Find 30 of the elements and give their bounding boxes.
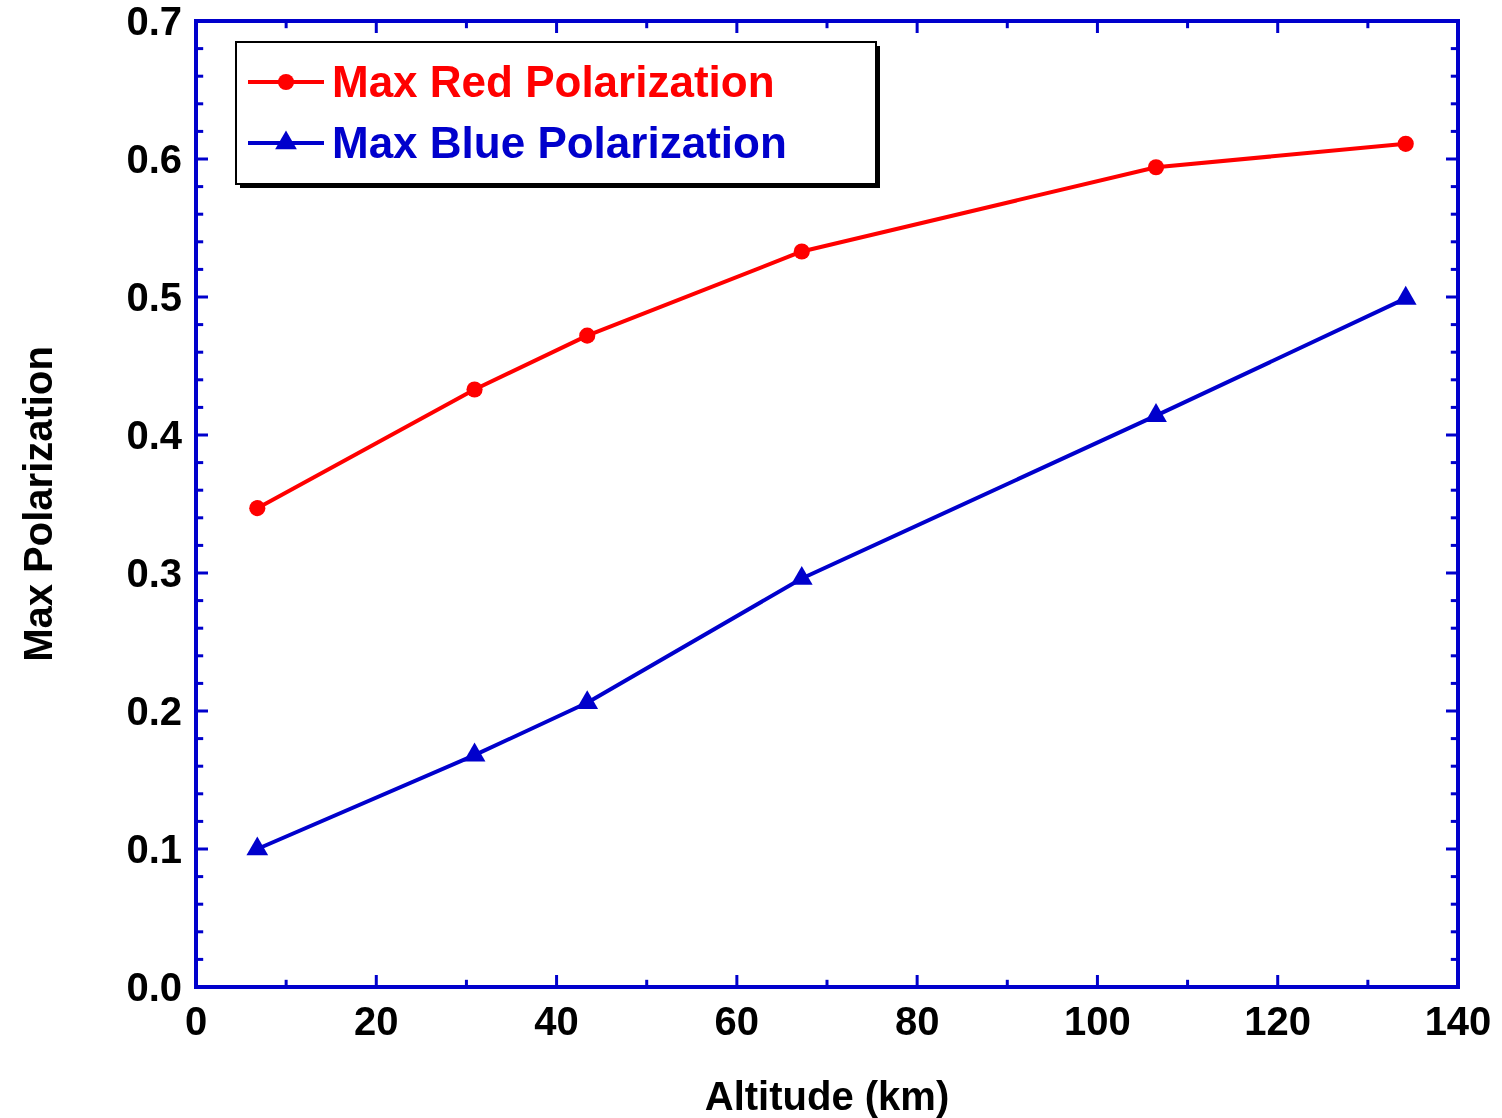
y-tick-label: 0.3 bbox=[126, 551, 182, 595]
x-tick-label: 80 bbox=[894, 999, 940, 1043]
x-tick-label: 20 bbox=[354, 999, 399, 1043]
x-tick-label: 100 bbox=[1064, 999, 1131, 1043]
legend-label: Max Blue Polarization bbox=[332, 118, 787, 168]
y-tick-label: 0.5 bbox=[126, 275, 182, 319]
y-tick-label: 0.1 bbox=[126, 827, 182, 871]
y-axis-title: Max Polarization bbox=[16, 346, 60, 662]
x-axis-title: Altitude (km) bbox=[704, 1074, 950, 1118]
x-tick-label: 0 bbox=[184, 999, 208, 1043]
point bbox=[579, 327, 596, 344]
x-tick-label: 60 bbox=[714, 999, 760, 1043]
point bbox=[1147, 159, 1165, 176]
point bbox=[793, 243, 810, 260]
x-tick-label: 40 bbox=[534, 999, 579, 1043]
x-tick-label: 140 bbox=[1424, 999, 1492, 1043]
point bbox=[790, 565, 813, 585]
x-tick-label: 120 bbox=[1244, 999, 1312, 1043]
point bbox=[576, 690, 599, 709]
point bbox=[246, 836, 269, 856]
point bbox=[463, 742, 486, 762]
y-tick-label: 0.0 bbox=[126, 965, 182, 1009]
y-tick-label: 0.2 bbox=[126, 689, 182, 733]
point bbox=[1145, 403, 1167, 422]
y-tick-label: 0.4 bbox=[126, 413, 183, 457]
point bbox=[466, 381, 483, 398]
y-tick-label: 0.7 bbox=[126, 0, 182, 43]
point bbox=[1397, 135, 1414, 152]
legend-label: Max Red Polarization bbox=[332, 57, 775, 107]
y-tick-label: 0.6 bbox=[126, 137, 182, 181]
